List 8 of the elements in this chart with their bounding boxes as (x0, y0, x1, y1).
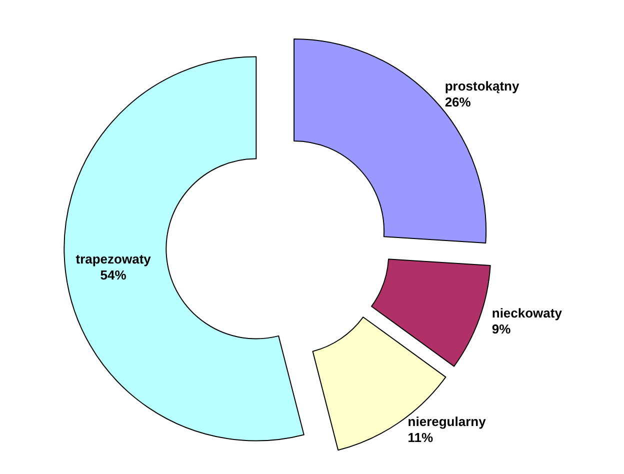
data-label: 11% (408, 430, 434, 446)
data-label: 26% (444, 94, 472, 110)
data-label: 54% (100, 267, 127, 282)
slice-label: prostokątny (444, 78, 520, 94)
slice-label: trapezowaty (76, 251, 152, 266)
slice-label: nieregularny (408, 414, 487, 430)
data-label: 9% (492, 322, 512, 337)
slice-label: nieckowaty (492, 306, 563, 321)
